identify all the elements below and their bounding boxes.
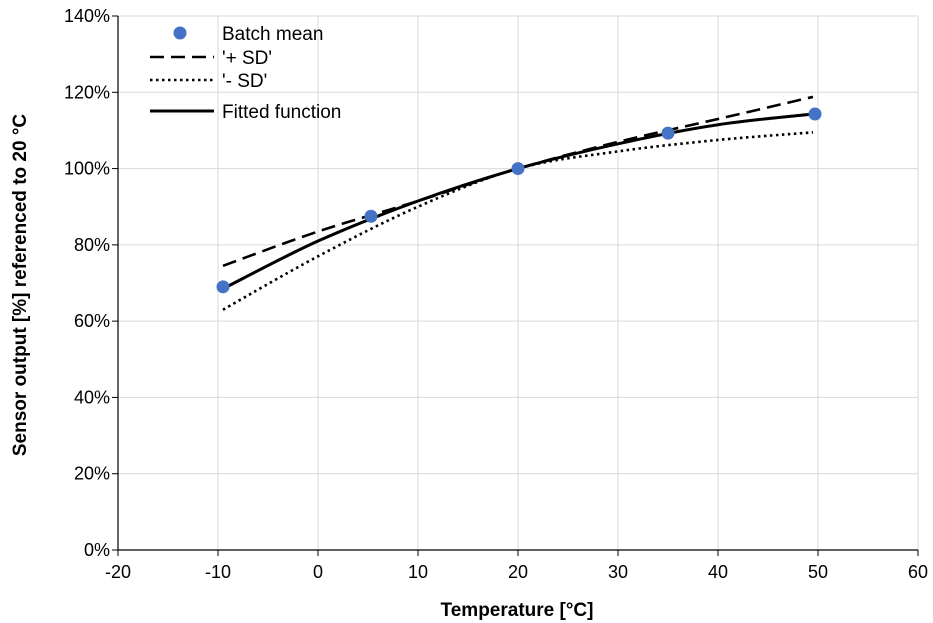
data-point [661,126,675,140]
x-tick-label: -10 [205,562,231,582]
y-tick-label: 40% [74,387,110,407]
y-tick-label: 140% [64,6,110,26]
x-tick-label: 10 [408,562,428,582]
y-tick-labels: 0% 20% 40% 60% 80% 100% 120% 140% [64,6,110,560]
x-tick-label: 20 [508,562,528,582]
y-axis-title: Sensor output [%] referenced to 20 °C [10,114,31,457]
x-axis-title: Temperature [°C] [441,600,594,621]
legend-label: Batch mean [222,24,323,45]
y-tick-label: 60% [74,311,110,331]
x-tick-label: 0 [313,562,323,582]
series-line-sd [222,95,814,268]
x-tick-labels: -20 -10 0 10 20 30 40 50 60 [105,562,928,582]
legend-label: '- SD' [222,71,267,92]
legend-label: '+ SD' [222,48,272,69]
x-tick-label: 60 [908,562,928,582]
legend-label: Fitted function [222,102,341,123]
y-tick-label: 0% [84,540,110,560]
y-tick-label: 100% [64,159,110,179]
data-point [511,162,525,176]
x-tick-label: 40 [708,562,728,582]
x-tick-label: -20 [105,562,131,582]
x-tick-label: 30 [608,562,628,582]
x-tick-label: 50 [808,562,828,582]
data-point [364,209,378,223]
grid [117,15,919,551]
data-point [808,107,822,121]
series-line-sd [222,131,814,311]
legend: Batch mean '+ SD''- SD' Fitted function [150,24,341,123]
axes [112,15,919,556]
series-group [216,95,822,311]
legend-marker-batch-mean [173,26,187,40]
y-tick-label: 80% [74,235,110,255]
y-tick-label: 20% [74,464,110,484]
data-point [216,280,230,294]
y-tick-label: 120% [64,82,110,102]
